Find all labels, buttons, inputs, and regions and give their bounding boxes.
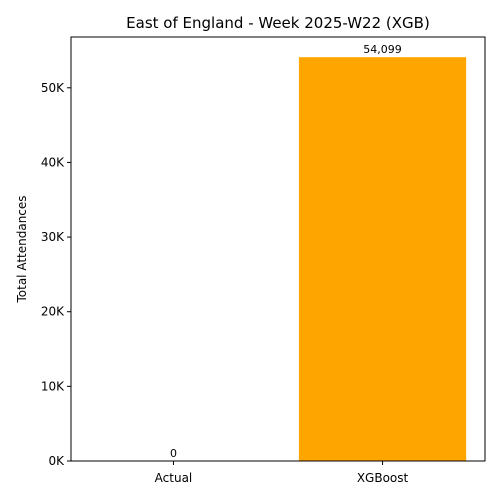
y-axis-label: Total Attendances	[15, 195, 29, 303]
bars-layer	[298, 57, 467, 462]
y-tick-label: 10K	[41, 379, 65, 393]
plot-frame	[70, 36, 486, 462]
y-tick-label: 50K	[41, 81, 65, 95]
data-label-xgboost: 54,099	[363, 43, 402, 56]
y-tick-label: 0K	[48, 454, 65, 468]
bar-xgboost	[298, 57, 467, 462]
chart-title: East of England - Week 2025-W22 (XGB)	[126, 14, 430, 32]
x-tick-label-actual: Actual	[155, 471, 193, 485]
data-labels-layer: 0 54,099	[170, 43, 402, 460]
y-ticks-layer: 0K 10K 20K 30K 40K 50K	[41, 81, 71, 468]
x-tick-label-xgboost: XGBoost	[357, 471, 409, 485]
y-tick-label: 30K	[41, 230, 65, 244]
y-tick-label: 40K	[41, 155, 65, 169]
x-ticks-layer: Actual XGBoost	[155, 461, 409, 485]
data-label-actual: 0	[170, 447, 177, 460]
y-tick-label: 20K	[41, 305, 65, 319]
